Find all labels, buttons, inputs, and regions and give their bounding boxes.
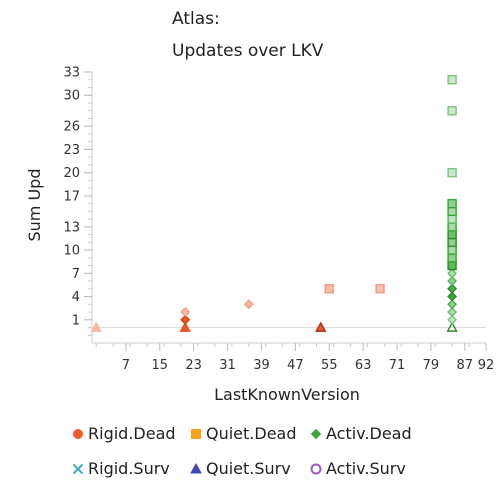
data-point (447, 206, 457, 217)
legend-marker-diamond (310, 428, 322, 440)
chart-subtitle: Updates over LKV (172, 41, 324, 61)
data-point (243, 299, 254, 310)
data-point (180, 314, 191, 325)
data-point (447, 198, 457, 209)
legend-label: Quiet.Dead (206, 424, 297, 443)
x-tick-label: 7 (122, 358, 130, 373)
legend-item: Activ.Dead (310, 424, 412, 443)
x-tick-label: 23 (185, 358, 202, 373)
y-tick-label: 10 (63, 244, 80, 259)
y-tick-label: 4 (72, 290, 80, 305)
legend-label: Quiet.Surv (206, 459, 291, 478)
x-tick-label: 63 (355, 358, 372, 373)
chart-title: Atlas: (172, 9, 220, 29)
legend-marker-triangle (190, 462, 202, 474)
legend: Rigid.Dead Quiet.Dead Activ.Dead Rigid.Surv… (72, 424, 412, 478)
legend-item: Activ.Surv (310, 459, 406, 478)
x-axis-label: LastKnownVersion (214, 385, 360, 404)
legend-item: Quiet.Surv (190, 459, 291, 478)
legend-item: Quiet.Dead (191, 424, 297, 443)
data-point (447, 307, 458, 318)
data-point (446, 321, 458, 332)
data-point (447, 237, 457, 248)
data-point (447, 260, 457, 271)
legend-label: Activ.Dead (326, 424, 412, 443)
y-axis: 1 4 7 10 13 17 20 23 26 30 33 (63, 66, 93, 343)
legend-label: Activ.Surv (326, 459, 406, 478)
data-points (90, 75, 458, 332)
y-tick-label: 1 (72, 313, 80, 328)
y-tick-label: 13 (63, 220, 80, 235)
data-point (447, 299, 458, 310)
data-point (324, 284, 334, 294)
data-point (447, 253, 457, 263)
x-tick-label: 92 (478, 358, 495, 373)
data-point (90, 321, 102, 332)
y-tick-label: 20 (63, 166, 80, 181)
y-tick-label: 33 (63, 66, 80, 81)
x-tick-label: 15 (152, 358, 169, 373)
data-point (447, 283, 458, 294)
y-tick-label: 17 (63, 189, 80, 204)
x-tick-label: 55 (321, 358, 338, 373)
data-point (447, 276, 458, 287)
y-tick-label: 26 (63, 120, 80, 135)
data-point (315, 321, 327, 332)
legend-marker-x (72, 463, 84, 475)
data-point (447, 291, 458, 302)
data-point (179, 321, 191, 332)
x-axis: 7 15 23 31 39 47 55 63 71 79 87 92 (92, 327, 495, 373)
data-point (447, 222, 457, 232)
data-point (447, 106, 457, 116)
data-point (447, 268, 458, 279)
y-tick-label: 7 (72, 267, 80, 282)
data-point (447, 75, 457, 85)
legend-label: Rigid.Dead (88, 424, 176, 443)
data-point (447, 214, 457, 224)
legend-marker-ring (310, 463, 322, 475)
x-tick-label: 47 (287, 358, 304, 373)
legend-marker-square (191, 429, 201, 439)
y-tick-label: 30 (63, 89, 80, 104)
data-point (447, 245, 457, 255)
x-tick-label: 39 (253, 358, 270, 373)
data-point (447, 167, 457, 178)
legend-item: Rigid.Surv (72, 459, 170, 478)
data-point (180, 307, 191, 318)
x-tick-label: 71 (389, 358, 406, 373)
data-point (375, 284, 385, 294)
data-point (447, 229, 457, 240)
y-axis-label: Sum Upd (25, 169, 44, 242)
legend-label: Rigid.Surv (88, 459, 170, 478)
x-tick-label: 31 (219, 358, 236, 373)
y-tick-label: 23 (63, 143, 80, 158)
x-tick-label: 87 (457, 358, 474, 373)
legend-marker-circle (73, 429, 83, 439)
legend-item: Rigid.Dead (73, 424, 176, 443)
data-point (447, 314, 458, 325)
x-tick-label: 79 (423, 358, 440, 373)
